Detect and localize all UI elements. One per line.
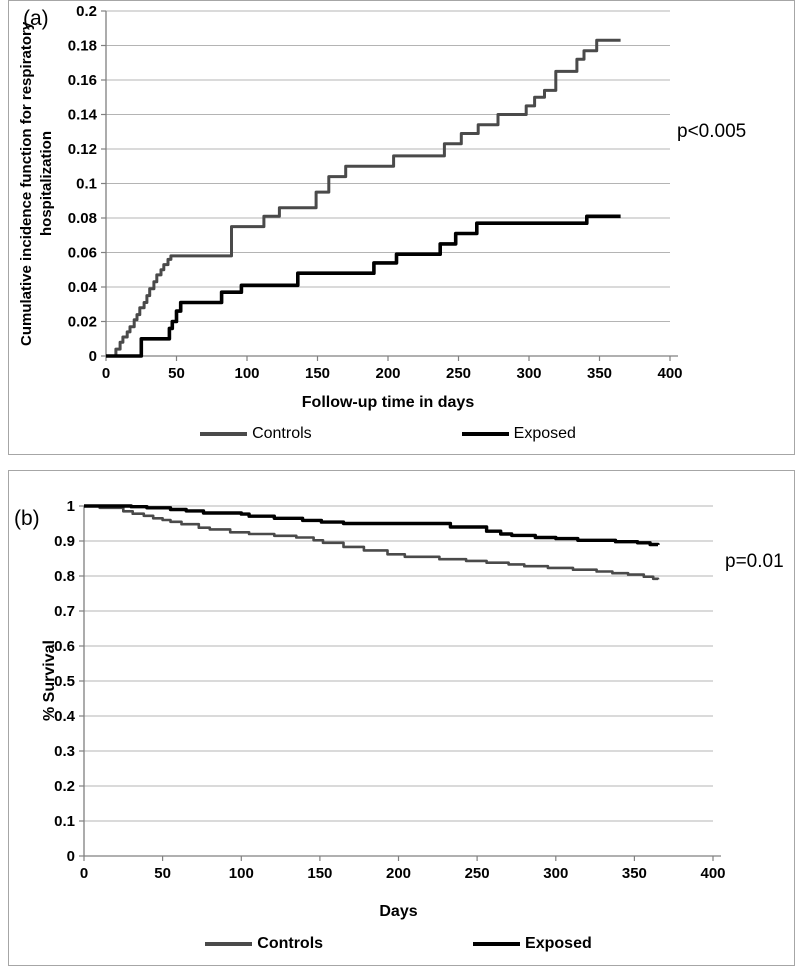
panel-b-legend: Controls Exposed [84, 935, 713, 953]
survival-chart: 0 0.1 0.2 0.3 0.4 0.5 0.6 0.7 0.8 0.9 1 0 50 100 150 20… [54, 498, 725, 882]
x-tick-label: 300 [516, 365, 541, 382]
x-tick-label: 50 [154, 865, 171, 882]
panel-b-letter: (b) [14, 507, 40, 530]
y-tick-label: 0.12 [68, 141, 97, 158]
panel-a-y-axis-title: Cumulative incidence function for respir… [17, 11, 57, 356]
legend-label-controls: Controls [257, 935, 324, 952]
panel-b-y-axis-title: % Survival [39, 506, 60, 856]
y-tick-label: 0.1 [54, 813, 75, 830]
panel-b-p-value: p=0.01 [725, 551, 784, 572]
x-tick-label: 0 [80, 865, 88, 882]
panel-a-letter: (a) [23, 7, 49, 30]
y-tick-label: 0 [67, 848, 75, 865]
panel-a-y-axis-title-line1: Cumulative incidence function for respir… [18, 21, 35, 346]
x-tick-label: 100 [234, 365, 259, 382]
panel-b-y-axis-title-line1: % Survival [41, 640, 58, 722]
x-tick-label: 150 [307, 865, 332, 882]
x-tick-label: 150 [305, 365, 330, 382]
y-tick-label: 0.04 [68, 279, 98, 296]
y-tick-label: 0.16 [68, 72, 97, 89]
y-tick-label: 0.2 [54, 778, 75, 795]
y-tick-label: 1 [67, 498, 75, 515]
x-tick-label: 350 [587, 365, 612, 382]
series-line-controls [84, 504, 660, 581]
y-tick-label: 0.6 [54, 638, 75, 655]
x-tick-label: 400 [657, 365, 682, 382]
y-tick-label: 0.7 [54, 603, 75, 620]
y-tick-label: 0.8 [54, 568, 75, 585]
legend-item-exposed: Exposed [461, 425, 576, 443]
legend-label-exposed: Exposed [525, 935, 592, 952]
x-tick-label: 350 [622, 865, 647, 882]
panel-a-y-axis-title-line2: hospitalization [37, 131, 55, 236]
x-tick-label: 250 [465, 865, 490, 882]
y-tick-label: 0.14 [68, 107, 98, 124]
panel-b-x-axis-title: Days [379, 903, 418, 920]
y-tick-label: 0.4 [54, 708, 76, 725]
y-tick-label: 0.1 [76, 176, 97, 193]
x-tick-label: 200 [375, 365, 400, 382]
series-line-exposed [84, 504, 660, 547]
controls-line-swatch [205, 942, 253, 946]
panel-a: 0 0.02 0.04 0.06 0.08 0.1 0.12 0.14 0.16 0.18 0.2 0… [8, 0, 795, 455]
legend-item-controls: Controls [205, 935, 323, 953]
series-line-controls [106, 38, 621, 358]
panel-a-x-axis-title: Follow-up time in days [301, 394, 475, 411]
x-tick-label: 100 [229, 865, 254, 882]
x-tick-label: 250 [446, 365, 471, 382]
y-tick-label: 0.06 [68, 245, 97, 262]
x-tick-label: 300 [543, 865, 568, 882]
panel-b: 0 0.1 0.2 0.3 0.4 0.5 0.6 0.7 0.8 0.9 1 0 50 100 150 20… [8, 470, 795, 966]
y-tick-label: 0.02 [68, 314, 97, 331]
legend-item-controls: Controls [200, 425, 312, 443]
y-tick-label: 0 [89, 348, 97, 365]
legend-label-exposed: Exposed [513, 425, 576, 442]
y-tick-label: 0.08 [68, 210, 97, 227]
cumulative-incidence-chart: 0 0.02 0.04 0.06 0.08 0.1 0.12 0.14 0.16 0.18 0.2 0… [68, 3, 683, 382]
y-tick-label: 0.2 [76, 3, 97, 20]
legend-item-exposed: Exposed [473, 935, 592, 953]
exposed-line-swatch [473, 942, 521, 946]
controls-line-swatch [200, 432, 248, 436]
x-tick-label: 50 [168, 365, 185, 382]
y-tick-label: 0.18 [68, 38, 97, 55]
x-tick-label: 0 [102, 365, 110, 382]
y-tick-label: 0.5 [54, 673, 75, 690]
y-tick-label: 0.3 [54, 743, 75, 760]
x-tick-label: 200 [386, 865, 411, 882]
legend-label-controls: Controls [252, 425, 312, 442]
exposed-line-swatch [461, 432, 509, 436]
x-tick-label: 400 [700, 865, 725, 882]
panel-a-legend: Controls Exposed [106, 425, 670, 443]
y-tick-label: 0.9 [54, 533, 75, 550]
series-line-exposed [106, 214, 621, 358]
panel-a-p-value: p<0.005 [677, 121, 747, 142]
